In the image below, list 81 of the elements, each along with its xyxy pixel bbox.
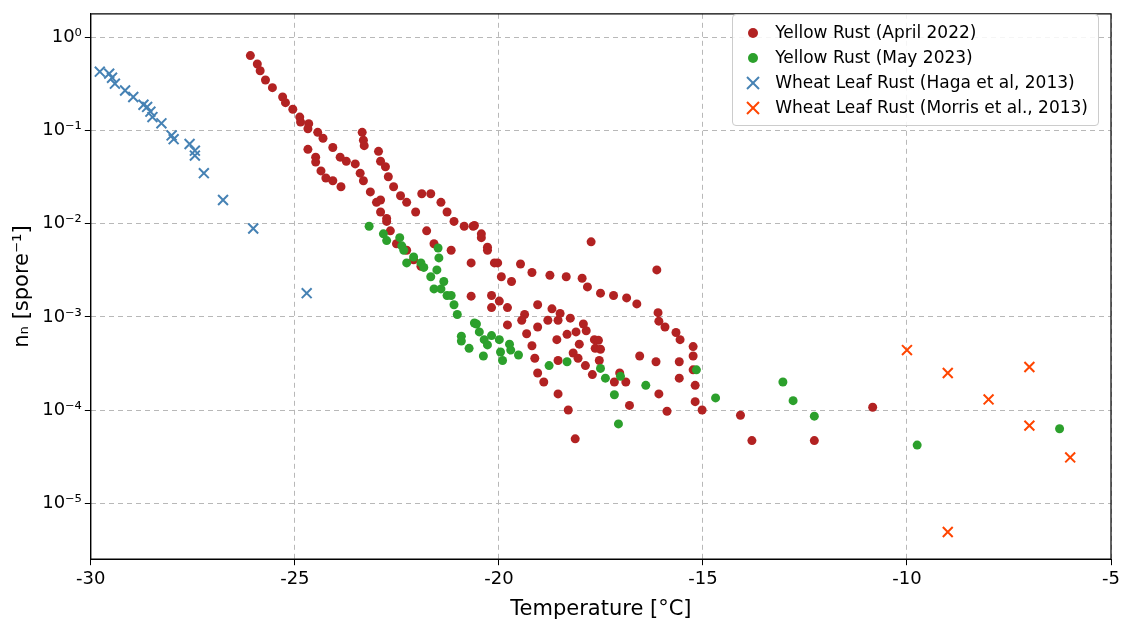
point	[137, 98, 150, 111]
point	[146, 111, 159, 124]
y-axis-title: nₙ [spore⁻¹]	[9, 225, 34, 348]
point	[432, 265, 442, 275]
x-axis-title: Temperature [°C]	[509, 595, 692, 620]
point	[119, 84, 132, 97]
point	[901, 344, 913, 357]
point	[300, 287, 313, 300]
point	[513, 350, 523, 360]
point	[982, 393, 995, 406]
point	[197, 167, 210, 180]
point	[596, 363, 605, 373]
point	[912, 440, 922, 450]
x-tick-label: -15	[688, 566, 718, 588]
point	[167, 133, 180, 146]
legend-label: Wheat Leaf Rust (Haga et al, 2013)	[775, 71, 1075, 94]
point	[788, 396, 798, 406]
point	[434, 253, 444, 263]
x-tick-label: -10	[892, 566, 922, 588]
point	[395, 233, 405, 243]
point	[108, 77, 121, 90]
x-tick-label: -30	[76, 566, 106, 588]
point	[144, 105, 157, 118]
legend-label: Yellow Rust (April 2022)	[775, 21, 977, 44]
point	[433, 243, 443, 253]
point	[496, 347, 506, 357]
point	[1023, 361, 1036, 373]
point	[482, 340, 492, 350]
point	[464, 343, 474, 353]
y-tick-label: 10⁰	[51, 25, 82, 47]
point	[382, 236, 392, 246]
point	[103, 67, 116, 80]
point	[155, 117, 168, 130]
point	[544, 361, 554, 371]
y-tick-label: 10⁻²	[42, 211, 82, 233]
point	[478, 351, 488, 361]
point	[562, 357, 572, 367]
x-tick-label: -25	[280, 566, 310, 588]
point	[378, 229, 388, 239]
point	[426, 272, 436, 282]
y-tick-label: 10⁻¹	[42, 118, 82, 140]
y-tick-label: 10⁻⁵	[42, 490, 82, 512]
point	[1064, 451, 1077, 464]
point	[183, 138, 196, 150]
point	[809, 411, 819, 421]
point	[498, 356, 508, 366]
y-tick-label: 10⁻³	[42, 304, 82, 326]
point	[188, 144, 201, 157]
point	[600, 373, 610, 383]
point	[494, 335, 504, 345]
point	[364, 221, 374, 231]
x-tick-label: -20	[484, 566, 514, 588]
point	[402, 258, 412, 268]
legend-label: Yellow Rust (May 2023)	[775, 46, 973, 69]
point	[941, 526, 954, 538]
point	[613, 419, 623, 429]
point	[127, 91, 140, 103]
point	[436, 284, 446, 294]
point	[711, 393, 721, 403]
point	[93, 65, 106, 78]
point	[474, 327, 484, 337]
legend-label: Wheat Leaf Rust (Morris et al., 2013)	[775, 96, 1088, 119]
point	[106, 71, 118, 84]
point	[609, 390, 619, 400]
point	[778, 377, 788, 387]
point	[487, 331, 497, 341]
point	[1055, 424, 1065, 434]
point	[217, 194, 229, 206]
point	[641, 380, 651, 390]
point	[449, 300, 459, 310]
point	[165, 129, 178, 142]
point	[188, 149, 201, 162]
point	[439, 277, 449, 287]
point	[452, 310, 462, 320]
point	[141, 100, 154, 113]
point	[1023, 419, 1036, 432]
point	[506, 345, 516, 355]
point	[941, 367, 954, 379]
point	[247, 222, 260, 235]
y-tick-label: 10⁻⁴	[42, 397, 82, 419]
x-tick-label: -5	[1102, 566, 1120, 588]
